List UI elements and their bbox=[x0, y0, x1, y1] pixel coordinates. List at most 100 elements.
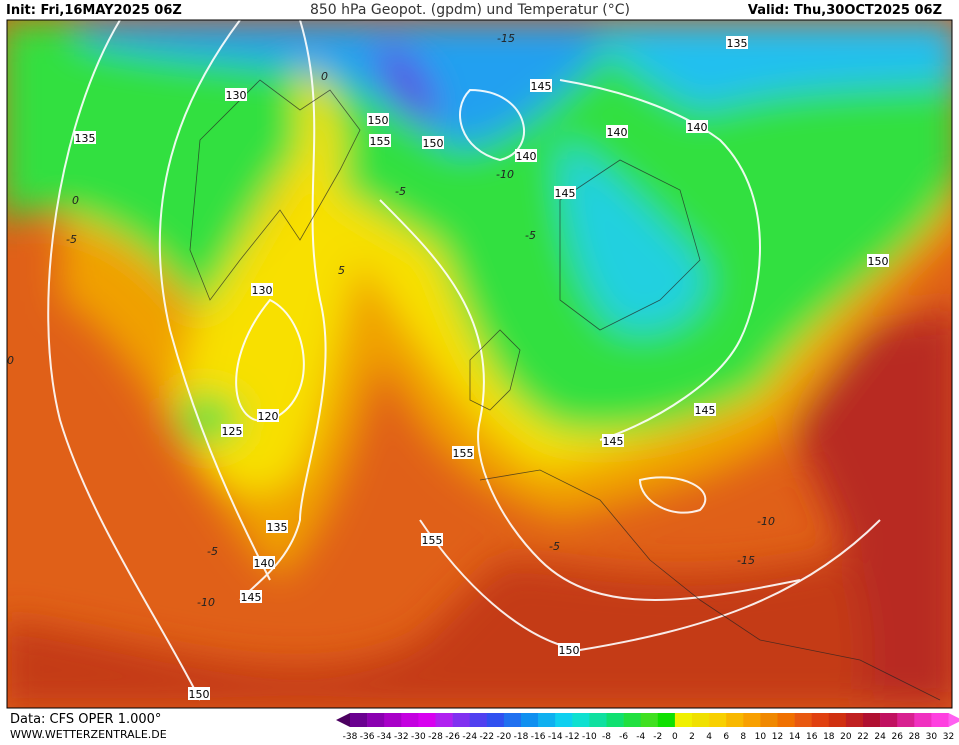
colorbar-swatch bbox=[504, 713, 521, 727]
geopotential-label: 155 bbox=[370, 135, 391, 148]
colorbar-label: -16 bbox=[531, 732, 546, 741]
temperature-label: -10 bbox=[757, 515, 775, 528]
colorbar-swatch bbox=[880, 713, 897, 727]
temperature-label: -5 bbox=[395, 185, 406, 198]
colorbar-swatch bbox=[760, 713, 777, 727]
colorbar-swatch bbox=[829, 713, 846, 727]
valid-time: Valid: Thu,30OCT2025 06Z bbox=[748, 3, 942, 18]
colorbar-label: 32 bbox=[943, 732, 954, 741]
geopotential-label: 130 bbox=[252, 284, 273, 297]
colorbar-swatch bbox=[726, 713, 743, 727]
geopotential-label: 145 bbox=[603, 435, 624, 448]
geopotential-label: 120 bbox=[258, 410, 279, 423]
temperature-label: -5 bbox=[66, 233, 77, 246]
colorbar-label: -36 bbox=[360, 732, 375, 741]
data-source: Data: CFS OPER 1.000° bbox=[10, 712, 161, 727]
temperature-label: -10 bbox=[197, 596, 215, 609]
colorbar-swatch bbox=[470, 713, 487, 727]
colorbar-label: 28 bbox=[909, 732, 921, 741]
colorbar-swatch bbox=[589, 713, 606, 727]
colorbar-label: 4 bbox=[706, 732, 712, 741]
colorbar-label: -18 bbox=[514, 732, 529, 741]
colorbar-swatch bbox=[931, 713, 948, 727]
colorbar-swatch bbox=[607, 713, 624, 727]
colorbar-label: 24 bbox=[874, 732, 886, 741]
colorbar-label: 20 bbox=[840, 732, 852, 741]
temperature-label: 0 bbox=[321, 70, 328, 83]
geopotential-label: 135 bbox=[267, 521, 288, 534]
colorbar-swatch bbox=[778, 713, 795, 727]
temperature-label: -10 bbox=[496, 168, 514, 181]
colorbar-swatch bbox=[709, 713, 726, 727]
colorbar-label: -10 bbox=[582, 732, 597, 741]
colorbar-swatch bbox=[812, 713, 829, 727]
colorbar-label: 6 bbox=[723, 732, 729, 741]
colorbar-label: 8 bbox=[740, 732, 746, 741]
temperature-label: -5 bbox=[525, 229, 536, 242]
geopotential-label: 145 bbox=[241, 591, 262, 604]
map-title: 850 hPa Geopot. (gpdm) und Temperatur (°… bbox=[310, 2, 630, 18]
colorbar-label: -20 bbox=[497, 732, 512, 741]
colorbar-label: -2 bbox=[653, 732, 662, 741]
colorbar-swatch bbox=[897, 713, 914, 727]
colorbar-swatch bbox=[384, 713, 401, 727]
colorbar-swatch bbox=[692, 713, 709, 727]
geopotential-label: 150 bbox=[559, 644, 580, 657]
colorbar-swatch bbox=[521, 713, 538, 727]
colorbar-swatch bbox=[846, 713, 863, 727]
geopotential-label: 155 bbox=[422, 534, 443, 547]
colorbar-swatch bbox=[795, 713, 812, 727]
colorbar-swatch bbox=[538, 713, 555, 727]
geopotential-label: 145 bbox=[695, 404, 716, 417]
website: WWW.WETTERZENTRALE.DE bbox=[10, 728, 167, 741]
geopotential-label: 150 bbox=[368, 114, 389, 127]
colorbar-swatch bbox=[418, 713, 435, 727]
temperature-label: 0 bbox=[7, 354, 14, 367]
colorbar-label: -8 bbox=[602, 732, 611, 741]
colorbar-swatch bbox=[675, 713, 692, 727]
colorbar-label: 18 bbox=[823, 732, 835, 741]
colorbar-label: -22 bbox=[479, 732, 494, 741]
colorbar-label: 10 bbox=[755, 732, 767, 741]
colorbar-swatch bbox=[367, 713, 384, 727]
colorbar-label: 2 bbox=[689, 732, 695, 741]
colorbar-swatch bbox=[401, 713, 418, 727]
geopotential-label: 125 bbox=[222, 425, 243, 438]
colorbar-swatch bbox=[555, 713, 572, 727]
colorbar-label: -4 bbox=[636, 732, 645, 741]
colorbar-swatch bbox=[658, 713, 675, 727]
colorbar-label: 14 bbox=[789, 732, 801, 741]
colorbar-label: -32 bbox=[394, 732, 409, 741]
colorbar-label: -6 bbox=[619, 732, 628, 741]
geopotential-label: 150 bbox=[423, 137, 444, 150]
colorbar-swatch bbox=[453, 713, 470, 727]
geopotential-label: 135 bbox=[727, 37, 748, 50]
colorbar-label: 22 bbox=[857, 732, 868, 741]
colorbar-label: 12 bbox=[772, 732, 783, 741]
colorbar-label: -34 bbox=[377, 732, 392, 741]
colorbar-swatch bbox=[863, 713, 880, 727]
colorbar-label: -12 bbox=[565, 732, 580, 741]
colorbar-swatch bbox=[487, 713, 504, 727]
geopotential-label: 145 bbox=[531, 80, 552, 93]
colorbar-label: -24 bbox=[462, 732, 477, 741]
colorbar-swatch bbox=[743, 713, 760, 727]
geopotential-label: 130 bbox=[226, 89, 247, 102]
colorbar-label: 16 bbox=[806, 732, 818, 741]
colorbar-label: 30 bbox=[926, 732, 938, 741]
geopotential-label: 150 bbox=[868, 255, 889, 268]
temperature-label: -15 bbox=[737, 554, 755, 567]
geopotential-label: 140 bbox=[254, 557, 275, 570]
temperature-label: -5 bbox=[549, 540, 560, 553]
colorbar-label: -28 bbox=[428, 732, 443, 741]
colorbar-swatch bbox=[624, 713, 641, 727]
geopotential-label: 140 bbox=[607, 126, 628, 139]
geopotential-label: 135 bbox=[75, 132, 96, 145]
geopotential-label: 140 bbox=[687, 121, 708, 134]
colorbar-label: -30 bbox=[411, 732, 426, 741]
colorbar-label: 26 bbox=[891, 732, 903, 741]
geopotential-label: 145 bbox=[555, 187, 576, 200]
colorbar-label: -26 bbox=[445, 732, 460, 741]
colorbar-swatch bbox=[350, 713, 367, 727]
